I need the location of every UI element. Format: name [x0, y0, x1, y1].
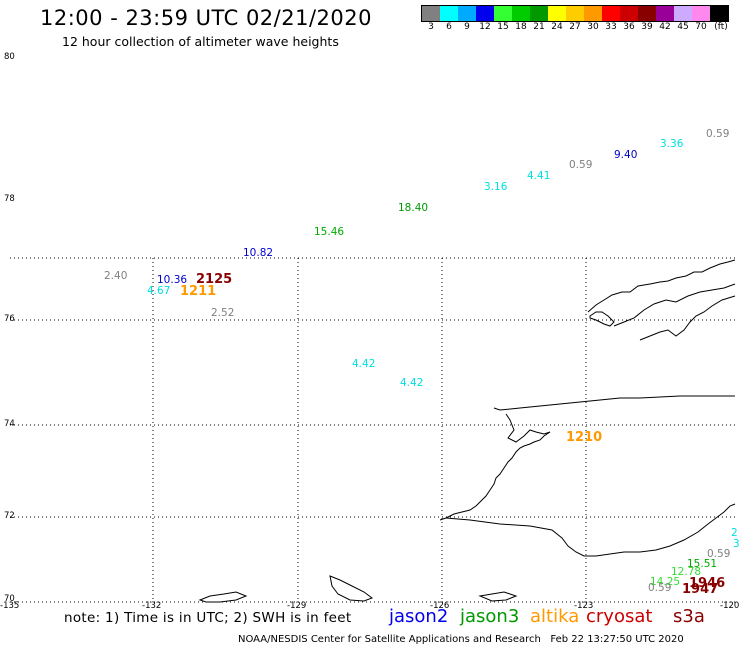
credit-line: NOAA/NESDIS Center for Satellite Applica…: [238, 634, 684, 645]
wave-height-observation: 4.67: [147, 285, 171, 297]
coastline-central-inlets: [505, 413, 551, 443]
wave-height-observation: 1946: [689, 576, 726, 591]
legend-label: 15: [497, 22, 509, 32]
legend-unit: (ft): [714, 22, 728, 32]
legend-label: 70: [695, 22, 707, 32]
legend-label: 42: [659, 22, 671, 32]
longitude-label: -129: [287, 601, 307, 611]
legend-swatch: [674, 6, 692, 21]
wave-height-observation: 1947: [682, 582, 719, 597]
wave-height-observation: 2.52: [211, 307, 235, 319]
satellite-name: cryosat: [586, 606, 653, 627]
latitude-label: 78: [4, 194, 15, 204]
footnote: note: 1) Time is in UTC; 2) SWH is in fe…: [64, 610, 352, 626]
satellite-name: jason2: [389, 606, 449, 627]
legend-label: 6: [446, 22, 452, 32]
legend-label: 21: [533, 22, 545, 32]
coastline-north-east-2: [639, 295, 736, 341]
wave-height-observation: 12.78: [671, 566, 702, 578]
graticule: [10, 257, 735, 603]
legend-swatch: [656, 6, 674, 21]
legend-swatch: [566, 6, 584, 21]
satellite-name: jason3: [460, 606, 520, 627]
legend-swatch: [584, 6, 602, 21]
wave-height-observation: 0.59: [706, 128, 730, 140]
wave-height-observation: 2: [731, 527, 738, 539]
longitude-label: -132: [142, 601, 162, 611]
satellite-name: s3a: [673, 606, 705, 627]
coastline-north-island: [589, 311, 615, 327]
wave-height-observation: 9.40: [614, 149, 638, 161]
longitude-label: -123: [574, 601, 594, 611]
legend-label: 39: [641, 22, 653, 32]
legend-label: 30: [587, 22, 599, 32]
legend-swatch: [494, 6, 512, 21]
latitude-label: 80: [4, 52, 15, 62]
legend-swatch: [458, 6, 476, 21]
legend-swatch: [512, 6, 530, 21]
longitude-label: -126: [430, 601, 450, 611]
coastline-north-east: [613, 283, 736, 327]
wave-height-observation: 14.25: [650, 576, 681, 588]
wave-height-observation: 3.36: [660, 138, 684, 150]
wave-height-observation: 2125: [196, 272, 233, 287]
wave-height-observation: 15.51: [687, 558, 718, 570]
coastline-central: [439, 431, 551, 521]
wave-height-observation: 3.16: [484, 181, 508, 193]
generation-timestamp: Feb 22 13:27:50 UTC 2020: [550, 634, 684, 645]
wave-height-observation: 4.41: [527, 170, 551, 182]
coastline: [198, 259, 736, 603]
satellite-name: altika: [530, 606, 580, 627]
legend-swatch: [710, 6, 728, 21]
credit-text: NOAA/NESDIS Center for Satellite Applica…: [238, 634, 541, 645]
legend-swatch: [620, 6, 638, 21]
latitude-label: 72: [4, 511, 15, 521]
wave-height-observation: 0.59: [648, 582, 672, 594]
wave-height-observation: 18.40: [398, 202, 429, 214]
legend-label: 36: [623, 22, 635, 32]
wave-height-observation: 1210: [566, 430, 603, 445]
legend-swatch: [422, 6, 440, 21]
wave-height-observation: 0.59: [569, 159, 593, 171]
coastline-bottom: [445, 503, 736, 557]
legend-label: 27: [569, 22, 581, 32]
legend-label: 18: [515, 22, 527, 32]
wave-height-observation: 3.: [733, 538, 740, 550]
coastline-north-arctic: [587, 259, 736, 313]
legend-label: 9: [464, 22, 470, 32]
longitude-label: -120: [720, 601, 740, 611]
legend-swatch: [548, 6, 566, 21]
latitude-label: 70: [4, 594, 15, 604]
legend-swatch: [440, 6, 458, 21]
coastline-south-center: [478, 591, 518, 602]
coastline-southwest-island: [198, 591, 248, 603]
legend-label: 33: [605, 22, 617, 32]
coastline-south-island: [329, 575, 374, 602]
legend-swatch: [602, 6, 620, 21]
longitude-label: -135: [0, 601, 20, 611]
latitude-label: 74: [4, 419, 15, 429]
latitude-label: 76: [4, 314, 15, 324]
wave-height-observation: 15.46: [314, 226, 345, 238]
legend-swatch: [530, 6, 548, 21]
wave-height-observation: 4.42: [352, 358, 376, 370]
legend-label: 24: [551, 22, 563, 32]
legend-label: 3: [428, 22, 434, 32]
wave-height-observation: 0.59: [707, 548, 731, 560]
wave-height-observation: 10.82: [243, 247, 274, 259]
legend-label: 45: [677, 22, 689, 32]
legend-swatch: [638, 6, 656, 21]
legend-swatch: [692, 6, 710, 21]
map-subtitle: 12 hour collection of altimeter wave hei…: [62, 34, 339, 49]
map-title: 12:00 - 23:59 UTC 02/21/2020: [40, 6, 372, 30]
wave-height-observation: 4.42: [400, 377, 424, 389]
color-legend: [421, 5, 729, 22]
wave-height-observation: 10.36: [157, 274, 188, 286]
coastline-central-top: [493, 395, 735, 411]
legend-label: 12: [479, 22, 491, 32]
wave-height-observation: 1211: [180, 284, 217, 299]
wave-height-observation: 2.40: [104, 270, 128, 282]
legend-swatch: [476, 6, 494, 21]
